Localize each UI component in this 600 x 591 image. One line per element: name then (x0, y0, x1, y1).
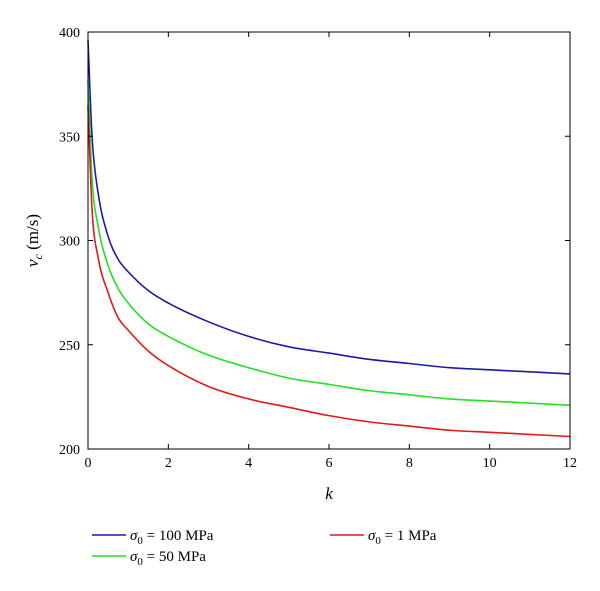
y-axis-label-unit: (m/s) (23, 214, 42, 254)
plot-frame (87, 31, 571, 450)
x-tick-label: 8 (406, 456, 413, 471)
y-axis-label-symbol: v (23, 259, 42, 267)
legend-label: σ0 = 100 MPa (130, 528, 214, 547)
y-tick-label: 300 (59, 235, 80, 250)
x-tick-label: 0 (85, 456, 92, 471)
legend: σ0 = 100 MPa σ0 = 50 MPa σ0 = 1 MPa (92, 528, 437, 568)
series-line-2 (87, 79, 571, 407)
y-tick-label: 250 (59, 339, 80, 354)
plot-area (87, 40, 571, 438)
series-line-1 (87, 40, 571, 375)
y-axis-label-subscript: c (31, 253, 45, 259)
y-axis-label: vc (m/s) (23, 214, 45, 267)
x-tick-label: 10 (483, 456, 497, 471)
x-tick-label: 12 (563, 456, 577, 471)
x-axis-label: k (325, 484, 333, 503)
y-tick-label: 200 (59, 443, 80, 458)
y-tick-label: 400 (59, 26, 80, 41)
legend-label: σ0 = 1 MPa (368, 528, 437, 547)
x-tick-label: 4 (245, 456, 252, 471)
legend-label: σ0 = 50 MPa (130, 549, 206, 568)
x-tick-label: 6 (326, 456, 333, 471)
x-tick-label: 2 (165, 456, 172, 471)
series-line-3 (87, 104, 571, 438)
y-tick-label: 350 (59, 130, 80, 145)
ticks: 0 2 4 6 8 10 12 200 250 300 350 400 (59, 26, 577, 471)
axes (87, 31, 571, 450)
